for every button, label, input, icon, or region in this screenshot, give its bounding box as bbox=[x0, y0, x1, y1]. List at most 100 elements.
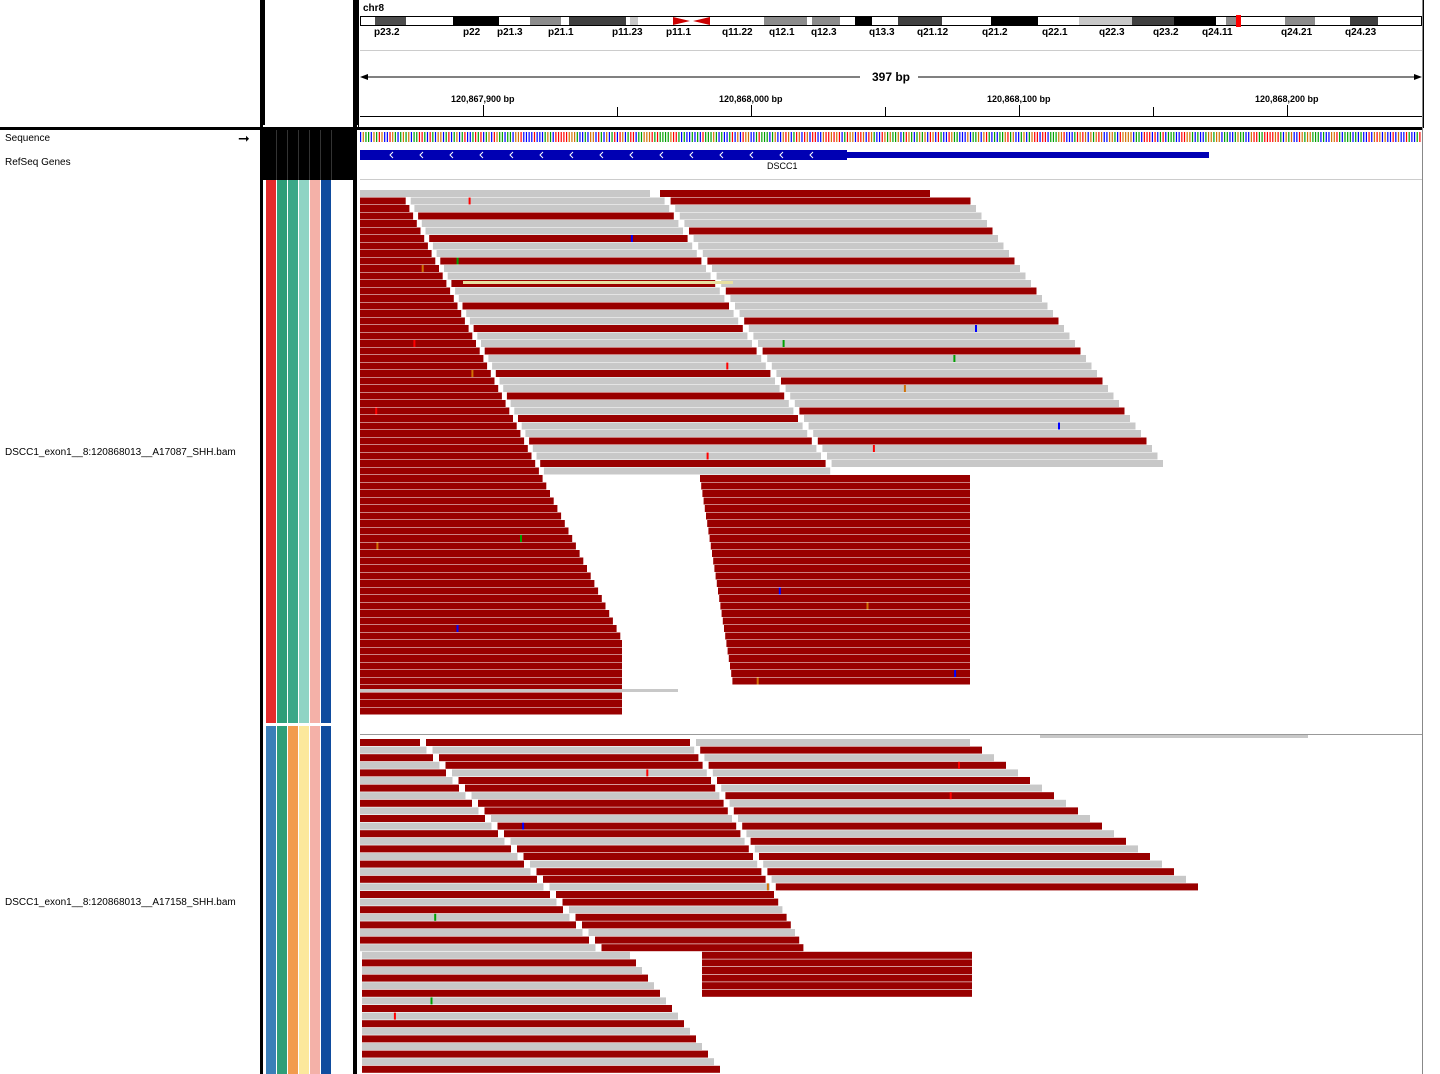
mismatch-base bbox=[376, 542, 379, 550]
sequence-base bbox=[442, 132, 445, 142]
read bbox=[360, 317, 465, 325]
read bbox=[362, 982, 654, 990]
chromosome-ideogram[interactable] bbox=[360, 15, 1422, 27]
refseq-gene-track[interactable] bbox=[360, 146, 1422, 176]
sequence-base bbox=[830, 132, 832, 142]
read bbox=[447, 272, 711, 280]
sequence-base bbox=[1031, 132, 1033, 142]
read bbox=[706, 512, 970, 520]
gene-exon bbox=[360, 150, 847, 160]
sequence-base bbox=[911, 132, 913, 142]
read bbox=[360, 422, 517, 430]
cytoband-label: q24.21 bbox=[1281, 27, 1313, 38]
track-name-bam-2[interactable]: DSCC1_exon1__8:120868013__A17158_SHH.bam bbox=[5, 897, 236, 908]
read bbox=[727, 647, 970, 655]
sequence-base bbox=[1106, 132, 1108, 142]
read bbox=[360, 505, 558, 512]
strand-chevron-icon bbox=[809, 151, 814, 159]
ruler-tick-label: 120,868,200 bp bbox=[1255, 94, 1319, 104]
sequence-base bbox=[624, 132, 627, 142]
read bbox=[432, 242, 693, 250]
ruler-tick-label: 120,868,100 bp bbox=[987, 94, 1051, 104]
attribute-cell-bam-1[interactable] bbox=[277, 180, 287, 723]
sequence-base bbox=[547, 132, 549, 142]
read bbox=[701, 482, 970, 490]
read bbox=[703, 497, 970, 505]
current-locus-marker bbox=[1236, 15, 1241, 27]
alignment-track-bam-1[interactable] bbox=[360, 182, 1422, 724]
read bbox=[710, 542, 970, 550]
attribute-cell-bam-1[interactable] bbox=[321, 180, 331, 723]
strand-arrow-icon[interactable]: ➞ bbox=[238, 130, 250, 146]
sequence-base bbox=[985, 132, 988, 142]
sequence-base bbox=[1125, 132, 1127, 142]
sequence-base bbox=[1306, 132, 1309, 142]
sequence-base bbox=[499, 132, 501, 142]
read bbox=[360, 437, 525, 445]
sequence-base bbox=[557, 132, 560, 142]
read bbox=[455, 287, 720, 295]
cytoband bbox=[530, 17, 561, 25]
sequence-base bbox=[1002, 132, 1004, 142]
track-name-bam-1[interactable]: DSCC1_exon1__8:120868013__A17087_SHH.bam bbox=[5, 447, 236, 458]
read bbox=[360, 761, 440, 769]
attribute-cell-bam-2[interactable] bbox=[299, 726, 309, 1074]
attribute-column-separator bbox=[309, 130, 310, 180]
alignment-track-bam-2[interactable] bbox=[360, 735, 1422, 1074]
ruler[interactable] bbox=[358, 0, 1424, 128]
sequence-base bbox=[1034, 132, 1036, 142]
attribute-cell-bam-1[interactable] bbox=[266, 180, 276, 723]
sequence-base bbox=[817, 132, 819, 142]
cytoband-label: p11.23 bbox=[612, 27, 643, 38]
track-name-refseq-genes[interactable]: RefSeq Genes bbox=[5, 157, 71, 168]
read bbox=[804, 415, 1130, 422]
read bbox=[360, 875, 537, 883]
attribute-cell-bam-2[interactable] bbox=[266, 726, 276, 1074]
cytoband-label: p11.1 bbox=[666, 27, 692, 38]
sequence-base bbox=[1248, 132, 1250, 142]
sequence-base bbox=[828, 132, 830, 142]
attribute-cell-bam-1[interactable] bbox=[299, 180, 309, 723]
header-divider bbox=[0, 127, 1422, 130]
read bbox=[562, 898, 779, 906]
attribute-cell-bam-2[interactable] bbox=[321, 726, 331, 1074]
sequence-base bbox=[788, 132, 790, 142]
sequence-track[interactable] bbox=[360, 131, 1422, 143]
cytoband-label: p21.3 bbox=[497, 27, 523, 38]
sequence-base bbox=[892, 132, 894, 142]
attribute-cell-bam-1[interactable] bbox=[310, 180, 320, 723]
read bbox=[721, 610, 970, 617]
panel-divider-right[interactable] bbox=[353, 0, 357, 1074]
sequence-base bbox=[702, 132, 704, 142]
sequence-base bbox=[525, 132, 528, 142]
sequence-base bbox=[434, 132, 437, 142]
panel-divider-left[interactable] bbox=[260, 0, 263, 1074]
read bbox=[717, 777, 1030, 784]
track-name-sequence[interactable]: Sequence bbox=[5, 133, 51, 144]
attribute-cell-bam-2[interactable] bbox=[310, 726, 320, 1074]
sequence-base bbox=[456, 132, 458, 142]
sequence-base bbox=[515, 132, 517, 142]
sequence-base bbox=[1117, 132, 1119, 142]
sequence-base bbox=[903, 132, 905, 142]
attribute-cell-bam-2[interactable] bbox=[277, 726, 287, 1074]
sequence-base bbox=[1363, 132, 1365, 142]
read bbox=[362, 1005, 672, 1012]
attribute-cell-bam-1[interactable] bbox=[288, 180, 298, 723]
sequence-base bbox=[1058, 132, 1060, 142]
read bbox=[360, 845, 511, 853]
sequence-base bbox=[707, 132, 709, 142]
sequence-base bbox=[1312, 132, 1314, 142]
mismatch-base bbox=[522, 822, 525, 830]
read bbox=[529, 437, 812, 445]
sequence-base bbox=[539, 132, 541, 142]
read bbox=[543, 875, 766, 883]
read bbox=[484, 807, 728, 815]
read bbox=[730, 295, 1042, 302]
read bbox=[360, 205, 410, 212]
sequence-base bbox=[622, 132, 624, 142]
sequence-base bbox=[1071, 132, 1073, 142]
attribute-cell-bam-2[interactable] bbox=[288, 726, 298, 1074]
sequence-base bbox=[943, 132, 945, 142]
read bbox=[679, 212, 982, 220]
